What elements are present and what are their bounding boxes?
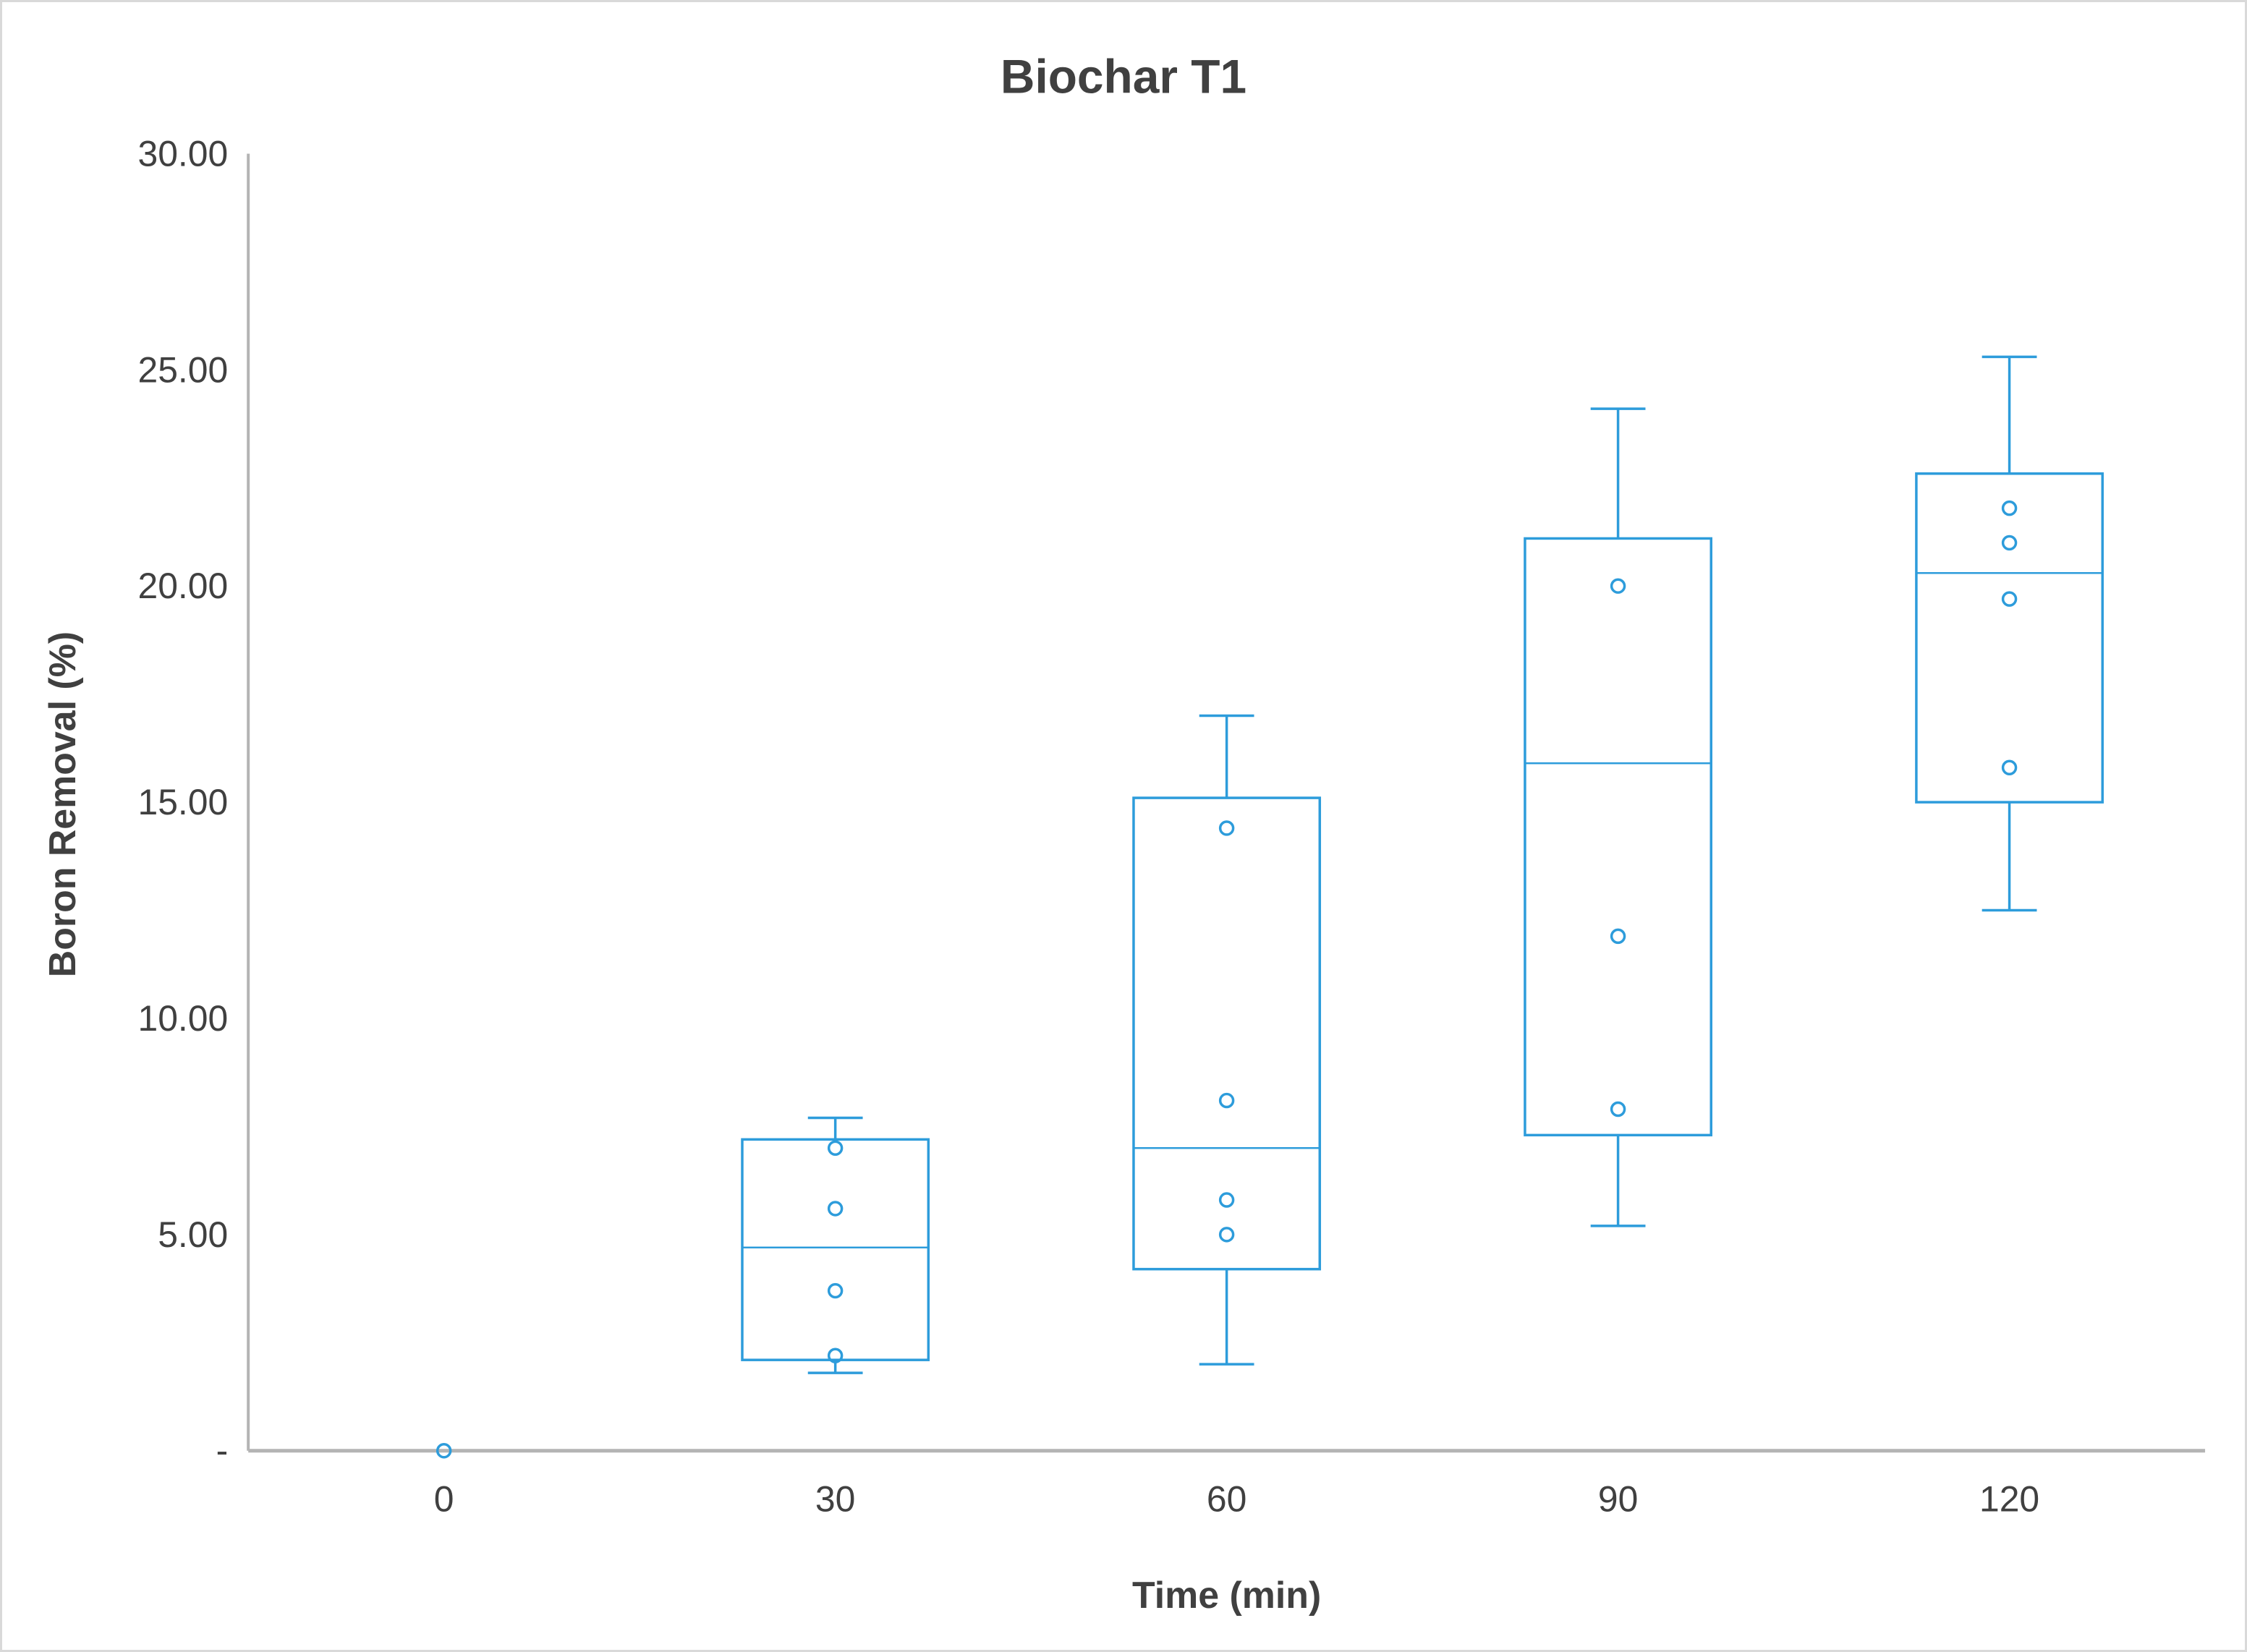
y-tick-label: - [216, 1431, 229, 1471]
box [1524, 537, 1713, 1137]
x-tick-label: 30 [815, 1479, 855, 1520]
data-point [1610, 928, 1626, 945]
data-point [827, 1140, 844, 1157]
data-point [1610, 578, 1626, 594]
x-tick-label: 90 [1598, 1479, 1638, 1520]
y-tick-label: 5.00 [158, 1214, 228, 1255]
x-tick-label: 0 [434, 1479, 454, 1520]
x-axis-tick-labels: 0 30 60 90 120 [434, 1479, 2039, 1520]
y-tick-label: 10.00 [137, 998, 228, 1039]
y-tick-label: 25.00 [137, 349, 228, 390]
data-point [827, 1282, 844, 1299]
data-point [2001, 500, 2018, 516]
data-point [1218, 1092, 1235, 1109]
box [1915, 472, 2104, 804]
box [1132, 796, 1322, 1271]
x-tick-label: 60 [1207, 1479, 1246, 1520]
data-point [1218, 820, 1235, 836]
data-point [2001, 759, 2018, 775]
box-series [436, 355, 2104, 1459]
y-tick-label: 30.00 [137, 133, 228, 174]
chart-title: Biochar T1 [1001, 50, 1246, 103]
data-point [827, 1201, 844, 1217]
data-point [436, 1443, 452, 1459]
x-axis-title: Time (min) [1132, 1574, 1321, 1616]
y-axis-tick-labels: 30.00 25.00 20.00 15.00 10.00 5.00 - [137, 133, 228, 1470]
x-tick-label: 120 [1979, 1479, 2039, 1520]
data-point [1610, 1101, 1626, 1117]
data-point [827, 1347, 844, 1363]
y-tick-label: 20.00 [137, 566, 228, 606]
box [741, 1138, 930, 1361]
data-point [1218, 1227, 1235, 1243]
y-axis-title: Boron Removal (%) [41, 631, 83, 977]
data-point [2001, 535, 2018, 551]
y-tick-label: 15.00 [137, 782, 228, 822]
data-point [1218, 1192, 1235, 1208]
data-point [2001, 591, 2018, 607]
